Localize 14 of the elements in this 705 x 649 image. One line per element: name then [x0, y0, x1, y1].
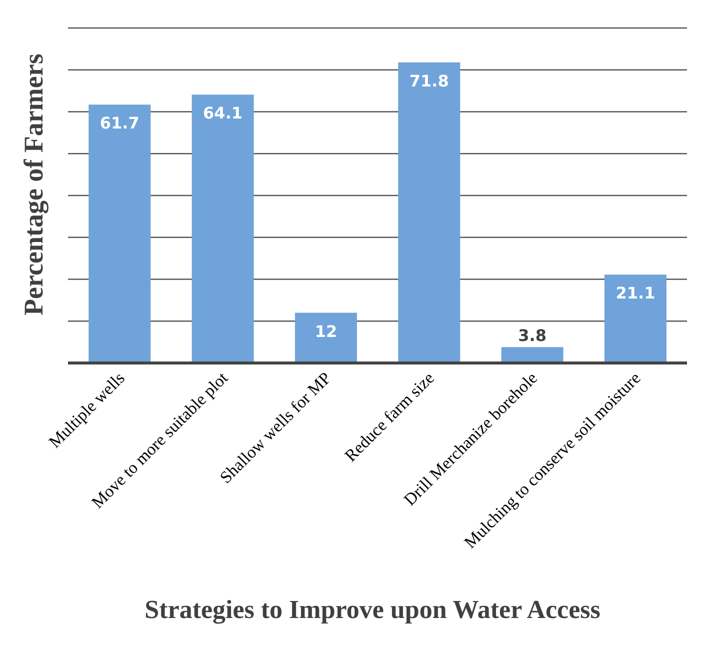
data-label: 71.8	[409, 71, 449, 90]
data-label: 12	[314, 322, 338, 341]
data-label: 61.7	[100, 114, 140, 133]
bar	[501, 347, 564, 363]
bar	[604, 274, 666, 363]
y-axis-title: Percentage of Farmers	[18, 54, 49, 316]
bar	[294, 312, 357, 363]
x-axis-title: Strategies to Improve upon Water Access	[144, 595, 602, 625]
bar	[88, 104, 151, 363]
data-label: 64.1	[203, 104, 243, 123]
data-label: 3.8	[518, 326, 546, 346]
bar	[192, 94, 254, 363]
data-label: 21.1	[616, 284, 656, 303]
bar	[398, 62, 460, 363]
